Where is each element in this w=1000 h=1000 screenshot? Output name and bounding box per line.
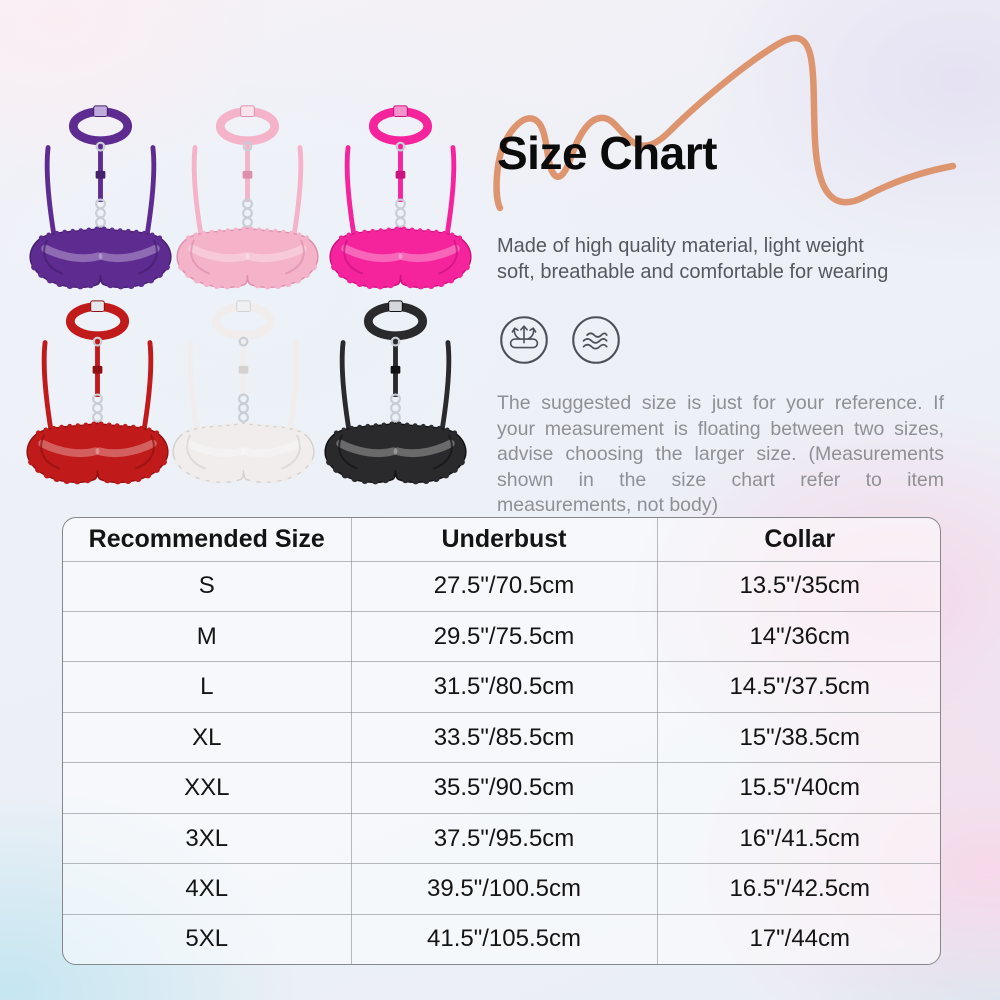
table-body: S 27.5"/70.5cm 13.5"/35cm M 29.5"/75.5cm 14"/… <box>63 560 940 964</box>
table-cell: 33.5"/85.5cm <box>350 711 658 764</box>
size-table: Recommended Size Underbust Collar S 27.5"/7… <box>63 518 940 964</box>
table-cell: 3XL <box>63 812 352 865</box>
product-photo <box>18 100 183 300</box>
table-cell: 27.5"/70.5cm <box>350 560 658 612</box>
table-row: 5XL 41.5"/105.5cm 17"/44cm <box>63 913 940 964</box>
product-photo <box>313 295 478 495</box>
material-description-line2: soft, breathable and comfortable for wea… <box>497 261 889 283</box>
size-table-container: Recommended Size Underbust Collar S 27.5"/7… <box>62 517 941 965</box>
table-cell: 15"/38.5cm <box>656 711 940 764</box>
table-cell: 5XL <box>63 913 352 964</box>
column-header: Recommended Size <box>63 518 352 562</box>
table-cell: 41.5"/105.5cm <box>350 913 658 964</box>
table-cell: L <box>63 661 352 713</box>
table-cell: S <box>63 560 352 612</box>
table-cell: 4XL <box>63 863 352 915</box>
table-cell: 35.5"/90.5cm <box>350 762 658 814</box>
table-cell: XXL <box>63 762 352 814</box>
table-row: 3XL 37.5"/95.5cm 16"/41.5cm <box>63 812 940 865</box>
product-photo <box>15 295 180 495</box>
table-cell: 13.5"/35cm <box>656 560 940 612</box>
table-row: S 27.5"/70.5cm 13.5"/35cm <box>63 560 940 612</box>
feature-icons <box>499 315 621 365</box>
table-cell: 14"/36cm <box>656 610 940 663</box>
table-cell: 14.5"/37.5cm <box>656 661 940 713</box>
page-title: Size Chart <box>497 127 717 179</box>
material-description: Made of high quality material, light wei… <box>497 233 888 285</box>
table-cell: 31.5"/80.5cm <box>350 661 658 713</box>
table-cell: 39.5"/100.5cm <box>350 863 658 915</box>
product-photo <box>318 100 483 300</box>
table-cell: 17"/44cm <box>656 913 940 964</box>
product-gallery <box>0 0 497 510</box>
four-way-stretch-icon <box>500 316 548 364</box>
product-photo <box>161 295 326 495</box>
column-header: Underbust <box>350 518 658 562</box>
table-cell: 16"/41.5cm <box>656 812 940 865</box>
size-note: The suggested size is just for your refe… <box>497 392 944 517</box>
column-header: Collar <box>656 518 940 562</box>
table-cell: XL <box>63 711 352 764</box>
table-row: 4XL 39.5"/100.5cm 16.5"/42.5cm <box>63 863 940 915</box>
table-cell: 16.5"/42.5cm <box>656 863 940 915</box>
table-row: L 31.5"/80.5cm 14.5"/37.5cm <box>63 661 940 713</box>
table-cell: 37.5"/95.5cm <box>350 812 658 865</box>
table-row: XL 33.5"/85.5cm 15"/38.5cm <box>63 711 940 764</box>
breathable-fabric-icon <box>572 316 620 364</box>
table-row: XXL 35.5"/90.5cm 15.5"/40cm <box>63 762 940 814</box>
product-photo <box>165 100 330 300</box>
table-row: M 29.5"/75.5cm 14"/36cm <box>63 610 940 663</box>
table-cell: M <box>63 610 352 663</box>
material-description-line1: Made of high quality material, light wei… <box>497 235 864 257</box>
table-header-row: Recommended Size Underbust Collar <box>63 518 940 562</box>
table-cell: 29.5"/75.5cm <box>350 610 658 663</box>
table-cell: 15.5"/40cm <box>656 762 940 814</box>
